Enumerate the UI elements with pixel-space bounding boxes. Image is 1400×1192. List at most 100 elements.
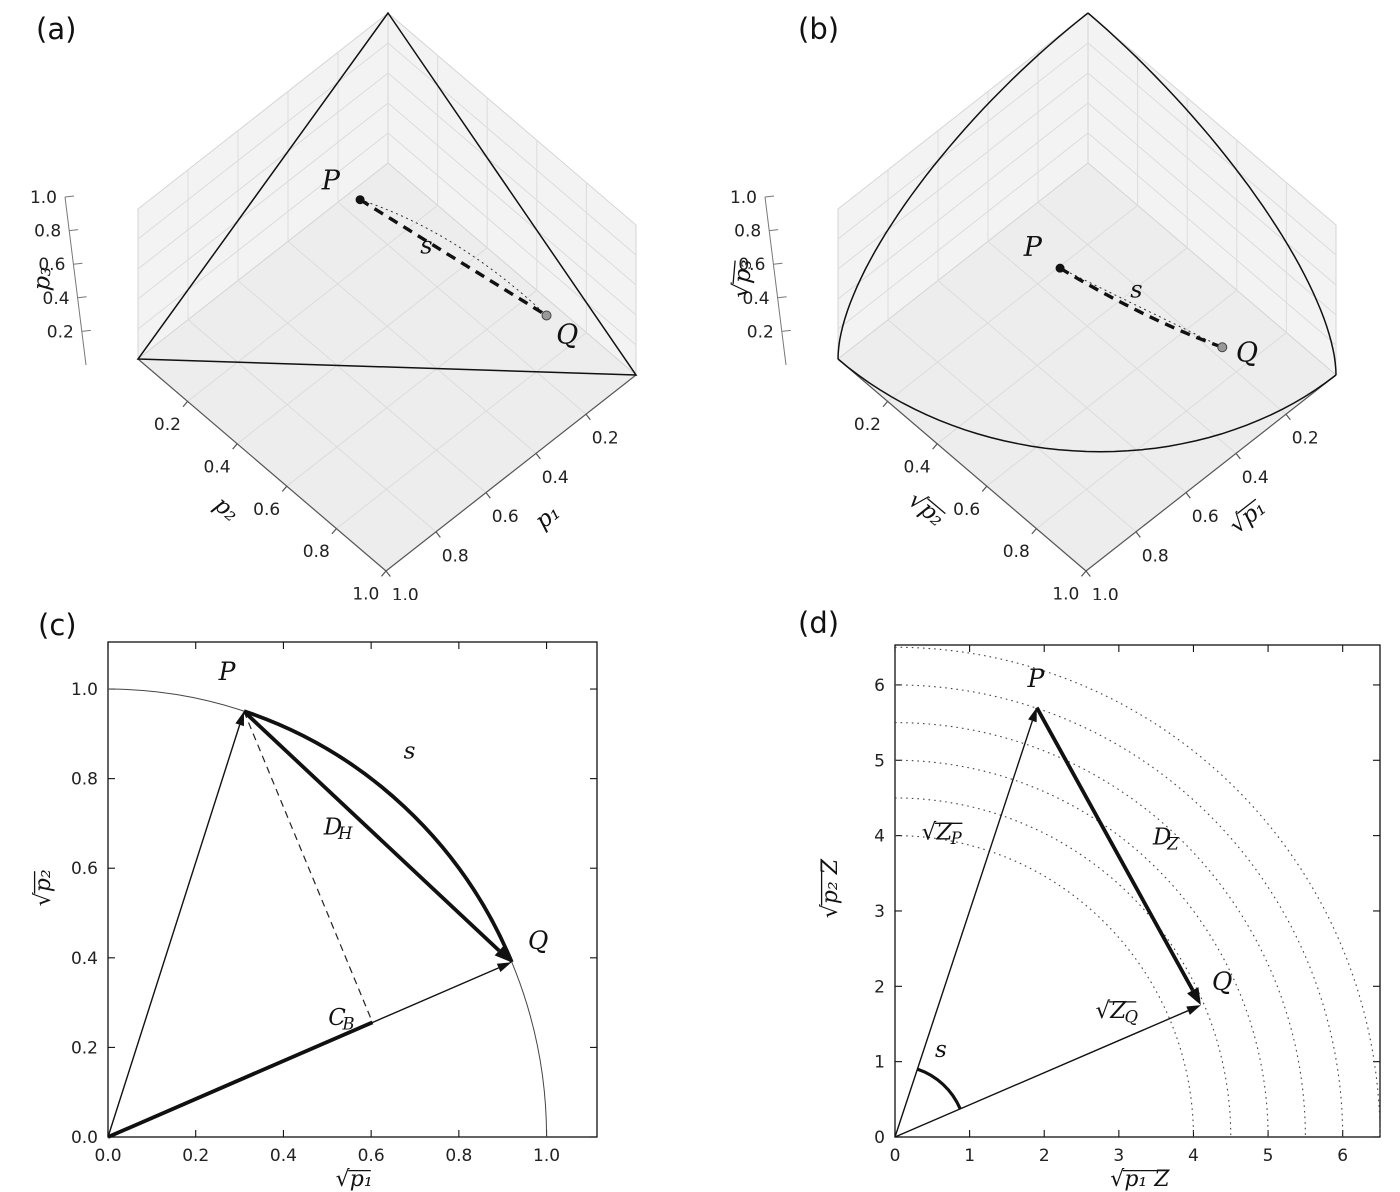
tick-label: 4 (874, 827, 885, 847)
svg-text:Q: Q (1236, 337, 1258, 368)
tick-label: 0.2 (747, 322, 774, 342)
tick-label: 0.2 (854, 415, 881, 435)
svg-text:√p₂: √p₂ (31, 869, 56, 906)
label-s: s (1130, 276, 1142, 304)
z-axis-label: p₃ (29, 266, 57, 292)
panel-d-letter: (d) (798, 606, 840, 640)
z-axis-line (64, 196, 87, 366)
tick-label: 1.0 (730, 188, 757, 208)
tick-label: 0.6 (71, 859, 98, 879)
tick-label: 0.8 (734, 222, 761, 242)
panel-b-letter: (b) (798, 12, 840, 46)
tick-label: 0.6 (953, 500, 980, 520)
tick-label: 5 (874, 751, 885, 771)
octant-arc (837, 12, 1089, 360)
tick-label: 0.4 (270, 1146, 297, 1166)
label-P: P (1023, 232, 1043, 263)
svg-text:s: s (404, 738, 416, 764)
label-s: s (404, 738, 416, 764)
label-Q: Q (1212, 967, 1233, 996)
y-axis-label: p₂ (209, 492, 244, 527)
panel-c-canvas: 0.0 0.2 0.4 0.6 0.8 1.0 0.0 0.2 0.4 0.6 0.8 1.0 √p₁ √… (31, 641, 598, 1192)
angle-arc-s (916, 1067, 962, 1110)
tick-label: 2 (1039, 1146, 1050, 1166)
dotted-arc-r4 (894, 835, 1195, 1138)
svg-text:√ZQ: √ZQ (1095, 998, 1138, 1027)
geodesic-s (359, 198, 548, 317)
x-axis-label: √p₁ (336, 1167, 373, 1192)
svg-text:P: P (321, 166, 341, 197)
plot3d-b: 0.2 0.2 0.2 0.4 0.4 0.4 0.6 0.6 0.6 0.8 0.8 0.8 1.0 1… (728, 11, 1337, 600)
label-CB: CB (328, 1005, 354, 1034)
vector-OP-head (1028, 707, 1037, 723)
tick-label: 0.8 (71, 770, 98, 790)
vector-OP-head (235, 711, 244, 727)
tick-label: 0.4 (43, 289, 70, 309)
panel-c-letter: (c) (38, 608, 77, 642)
vector-OQ-head (496, 962, 512, 972)
vector-OQ (894, 1010, 1189, 1138)
svg-text:P: P (218, 657, 237, 686)
svg-text:P: P (1023, 232, 1043, 263)
tick-label: 0.4 (743, 289, 770, 309)
svg-text:Q: Q (1212, 967, 1233, 996)
simplex-outline (136, 11, 638, 376)
tick-label: 0.2 (1292, 429, 1319, 449)
tick-label: 6 (874, 676, 885, 696)
tick-label: 0.4 (1242, 468, 1269, 488)
octant-arc (837, 358, 1337, 453)
chord-dotted (1059, 267, 1223, 348)
dotted-arc-r5.5 (894, 722, 1306, 1138)
label-Q: Q (1236, 337, 1258, 368)
label-ZP: √ZP (922, 819, 963, 848)
tick-label: 0.4 (904, 457, 931, 477)
z-axis-line (764, 196, 787, 366)
octant-arc (1087, 12, 1337, 376)
point-P (355, 195, 365, 205)
tick-label: 0 (874, 1128, 885, 1148)
tick-label: 1 (874, 1053, 885, 1073)
svg-text:√p₃: √p₃ (728, 258, 757, 299)
tick-label: 0.6 (38, 255, 65, 275)
tick-label: 0.6 (358, 1146, 385, 1166)
svg-text:Q: Q (556, 319, 578, 350)
panel-b: (b) 0.2 0.2 0.2 0.4 0.4 0.4 0.6 0.6 0.6 0.8 0.8 0.8… (700, 0, 1400, 600)
chord-dotted (359, 199, 547, 316)
tick-label: 0.6 (492, 507, 519, 527)
tick-label: 0.4 (204, 457, 231, 477)
arc-s (243, 709, 514, 963)
distance-PQ (1035, 706, 1195, 992)
dotted-arc-r4.5 (894, 797, 1232, 1138)
tick-label: 0.6 (738, 255, 765, 275)
tick-label: 1.0 (30, 188, 57, 208)
panel-c: (c) 0.0 0.2 0.4 0.6 0.8 1.0 0.0 0.2 0.4 0.6 0.8 1.0… (0, 600, 700, 1192)
dotted-arc-r6 (894, 684, 1344, 1138)
svg-text:√p₁: √p₁ (336, 1167, 373, 1192)
tick-label: 0.2 (47, 322, 74, 342)
svg-text:Q: Q (528, 926, 549, 955)
x-axis-label: √p₁ (1225, 495, 1271, 539)
tick-label: 0.6 (1192, 507, 1219, 527)
svg-text:p₂: p₂ (209, 492, 244, 527)
point-P (1055, 263, 1065, 273)
svg-text:p₃: p₃ (29, 266, 57, 292)
tick-label: 1.0 (392, 585, 419, 600)
tick-label: 3 (874, 902, 885, 922)
axes-box (107, 641, 598, 1138)
svg-text:√p₂: √p₂ (903, 487, 949, 532)
tick-label: 1.0 (533, 1146, 560, 1166)
tick-label: 0.4 (71, 949, 98, 969)
vector-OP (107, 724, 241, 1138)
dotted-arc-r5 (894, 759, 1269, 1138)
svg-text:√p₁: √p₁ (1225, 495, 1271, 539)
tick-label: 0 (890, 1146, 901, 1166)
distance-PQ (242, 710, 501, 953)
panel-a: (a) 0.2 0.2 0.2 0.4 0.4 0.4 0.6 0.6 0.6 0.8 0.8 0.8… (0, 0, 700, 600)
svg-text:p₁: p₁ (530, 499, 565, 534)
label-ZQ: √ZQ (1095, 998, 1138, 1027)
plot2d-d: 0 1 2 3 4 5 6 0 1 2 3 4 5 6 √p₁ Z √p₂ Z P Qs DZ √ZP √ZQ (818, 644, 1381, 1192)
axes-box (894, 644, 1381, 1138)
label-DH: DH (323, 815, 353, 844)
